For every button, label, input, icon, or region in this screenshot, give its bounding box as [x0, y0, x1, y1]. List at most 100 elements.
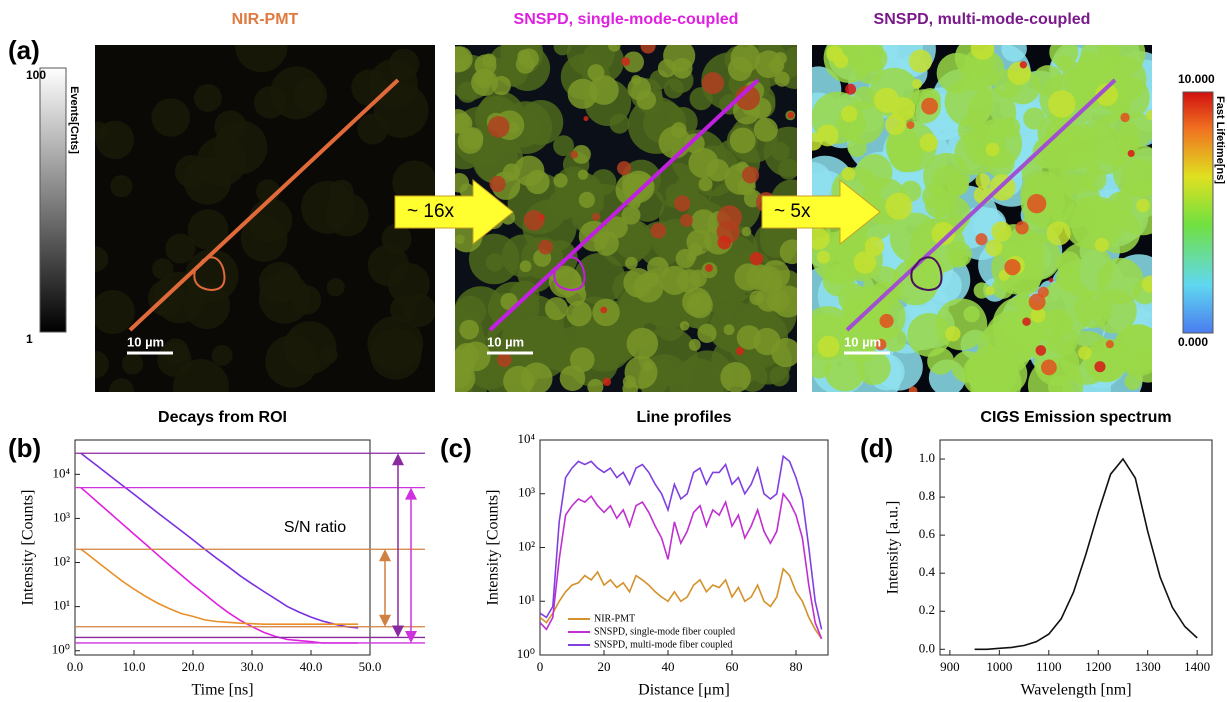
- image-blob: [862, 46, 888, 72]
- y-tick-label: 0.2: [919, 602, 935, 617]
- scale-bar-label: 10 µm: [844, 334, 881, 349]
- image-blob: [608, 39, 621, 52]
- x-tick-label: 1200: [1085, 659, 1111, 674]
- image-blob: [680, 321, 690, 331]
- colorbar-min: 1: [26, 332, 33, 346]
- y-tick-label: 10⁰: [52, 642, 70, 657]
- image-blob: [403, 294, 436, 327]
- y-tick-label: 10²: [518, 538, 535, 553]
- fold-label: ~ 16x: [407, 201, 455, 222]
- image-blob: [988, 354, 1027, 393]
- image-blob: [1128, 150, 1135, 157]
- colorbar-max: 100: [26, 68, 46, 82]
- y-tick-label: 0.0: [919, 640, 935, 655]
- image-title: SNSPD, single-mode-coupled: [514, 11, 739, 28]
- image-blob: [1095, 238, 1109, 252]
- image-blob: [1029, 294, 1046, 311]
- image-blob: [1027, 194, 1046, 213]
- image-blob: [603, 378, 611, 386]
- image: [81, 20, 436, 415]
- y-axis-label: Intensity [a.u.]: [885, 501, 902, 595]
- image-blob: [1049, 38, 1078, 67]
- panel-label: (d): [860, 433, 893, 463]
- x-tick-label: 80: [790, 659, 803, 674]
- arrow-head: [405, 488, 417, 500]
- x-tick-label: 40: [662, 659, 675, 674]
- image-blob: [909, 386, 918, 395]
- image-blob: [734, 263, 761, 290]
- panel-label: (a): [8, 35, 40, 65]
- image-blob: [964, 306, 980, 322]
- image-blob: [728, 57, 752, 81]
- image-blob: [83, 246, 108, 271]
- image-blob: [720, 362, 751, 393]
- image-title: SNSPD, multi-mode-coupled: [874, 11, 1091, 28]
- panel-label: (c): [440, 433, 472, 463]
- x-tick-label: 20: [598, 659, 611, 674]
- image-blob: [1007, 62, 1030, 85]
- y-tick-label: 10²: [53, 554, 70, 569]
- image-blob: [885, 114, 906, 135]
- fold-label: ~ 5x: [774, 201, 811, 222]
- image-blob: [292, 285, 321, 314]
- image-blob: [945, 78, 994, 127]
- legend-label: SNSPD, single-mode fiber coupled: [594, 626, 735, 637]
- image-blob: [592, 213, 600, 221]
- image-blob: [1125, 373, 1142, 390]
- image-blob: [374, 83, 429, 138]
- colorbar: [1183, 92, 1213, 333]
- image-blob: [906, 121, 914, 129]
- y-tick-label: 10¹: [53, 598, 70, 613]
- colorbar-min: 0.000: [1178, 335, 1208, 349]
- arrow-head: [392, 625, 404, 637]
- y-tick-label: 0.6: [919, 526, 936, 541]
- image-blob: [651, 223, 667, 239]
- image-blob: [730, 128, 756, 154]
- image-blob: [999, 117, 1020, 138]
- image-blob: [1004, 259, 1020, 275]
- image-blob: [81, 351, 109, 379]
- image-blob: [885, 193, 912, 220]
- image-blob: [488, 116, 510, 138]
- image-blob: [1136, 199, 1150, 213]
- image-blob: [826, 45, 843, 62]
- image-blob: [587, 379, 603, 395]
- x-tick-label: 1400: [1184, 659, 1210, 674]
- image-blob: [497, 353, 511, 367]
- image-blob: [1075, 200, 1094, 219]
- image-blob: [1047, 221, 1071, 245]
- image-title: NIR-PMT: [232, 11, 299, 28]
- annotation: S/N ratio: [284, 519, 346, 536]
- x-tick-label: 30.0: [241, 659, 264, 674]
- image-blob: [579, 192, 595, 208]
- x-tick-label: 40.0: [300, 659, 323, 674]
- y-axis-label: Intensity [Counts]: [20, 490, 37, 606]
- image-blob: [880, 314, 894, 328]
- x-tick-label: 0.0: [67, 659, 83, 674]
- image-blob: [717, 236, 731, 250]
- legend-label: NIR-PMT: [594, 613, 635, 624]
- image-blob: [702, 72, 724, 94]
- image-blob: [674, 195, 690, 211]
- image-blob: [587, 64, 604, 81]
- image-blob: [688, 243, 702, 257]
- image-blob: [503, 366, 534, 397]
- image-blob: [920, 134, 938, 152]
- image-blob: [570, 347, 595, 372]
- image-blob: [742, 227, 752, 237]
- image-blob: [634, 273, 664, 303]
- image-blob: [600, 307, 607, 314]
- image-blob: [847, 138, 866, 157]
- x-axis-label: Time [ns]: [191, 682, 253, 699]
- colorbar-label: Fast Lifetime[ns]: [1214, 96, 1226, 184]
- image-blob: [975, 173, 990, 188]
- image-blob: [991, 221, 1011, 241]
- image-blob: [845, 84, 856, 95]
- image-blob: [750, 252, 763, 265]
- image-blob: [788, 112, 795, 119]
- image-blob: [1078, 346, 1092, 360]
- colorbar: [40, 68, 66, 332]
- image-blob: [1120, 113, 1129, 122]
- image-blob: [122, 353, 143, 374]
- image-blob: [173, 359, 229, 415]
